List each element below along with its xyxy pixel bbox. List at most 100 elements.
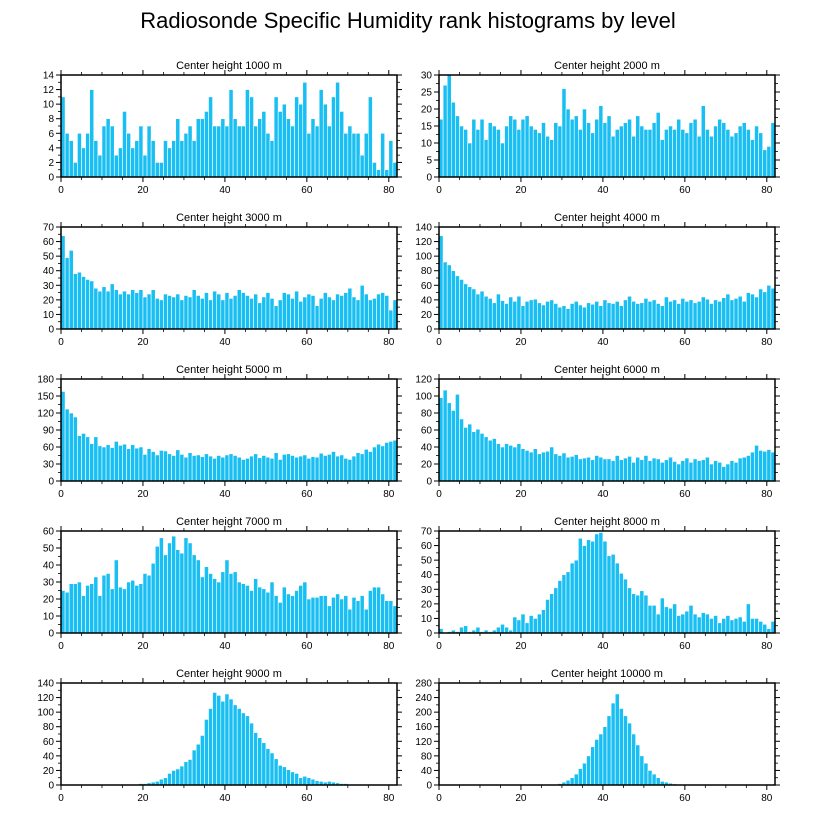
bar (351, 132, 357, 178)
bar (721, 297, 727, 330)
bar (281, 586, 287, 634)
x-tick-label: 60 (301, 793, 313, 804)
y-tick-label: 20 (421, 460, 433, 471)
y-tick-label: 6 (48, 129, 54, 140)
bar (249, 455, 254, 482)
bar (294, 590, 299, 634)
bar (159, 299, 164, 330)
bar (240, 125, 246, 178)
x-tick-label: 20 (137, 185, 149, 196)
bar (216, 695, 222, 786)
bar (187, 759, 193, 786)
x-tick-label: 80 (761, 489, 773, 500)
bar (380, 292, 386, 330)
bar (142, 573, 148, 634)
bar (351, 455, 357, 482)
bar (126, 581, 131, 634)
bar (187, 452, 193, 482)
x-tick-label: 20 (515, 641, 527, 652)
bar (77, 435, 82, 482)
y-tick-label: 40 (421, 443, 433, 454)
bar (672, 299, 677, 330)
y-tick-label: 5 (426, 156, 432, 167)
bar (171, 455, 177, 482)
bar (696, 460, 702, 482)
bar (737, 457, 743, 482)
bar (627, 587, 632, 634)
bar (384, 295, 390, 330)
bar (294, 773, 299, 786)
bar (93, 576, 99, 634)
bar (220, 118, 226, 178)
bar (113, 154, 119, 178)
x-tick-label: 0 (58, 185, 64, 196)
bar (175, 549, 181, 634)
bar (224, 292, 230, 330)
bar (294, 456, 299, 482)
bar (171, 296, 177, 330)
bar (339, 295, 345, 330)
bar (516, 619, 522, 634)
bar (273, 595, 279, 634)
bar (659, 461, 665, 482)
bar (504, 443, 509, 482)
bar (705, 298, 710, 330)
bar (680, 298, 686, 330)
bar (590, 746, 596, 786)
panel-title: Center height 10000 m (551, 668, 663, 680)
bar (733, 618, 739, 634)
bar (343, 458, 349, 482)
bar (191, 140, 197, 178)
y-tick-label: 0 (48, 325, 54, 336)
bar (142, 154, 148, 178)
bar (598, 532, 604, 634)
bar (269, 458, 275, 482)
y-tick-label: 80 (43, 722, 55, 733)
bar (191, 749, 197, 786)
bar (126, 448, 131, 482)
bar (561, 305, 567, 330)
bar (467, 142, 473, 178)
bar (93, 436, 99, 482)
bar (154, 162, 160, 178)
x-tick-label: 40 (219, 793, 231, 804)
bar (475, 626, 481, 634)
y-tick-label: 100 (415, 392, 432, 403)
bar (754, 618, 759, 634)
bar (537, 453, 542, 482)
bar (314, 305, 320, 330)
bar (614, 562, 620, 634)
bar (372, 586, 377, 634)
bar (692, 118, 698, 178)
bar (668, 301, 673, 330)
bar (614, 693, 620, 786)
bars (553, 693, 686, 786)
bar (327, 454, 332, 482)
bar (586, 456, 591, 482)
bar (236, 125, 242, 178)
bar (479, 433, 485, 482)
bar (565, 108, 571, 178)
bar (450, 101, 456, 178)
bar (355, 132, 361, 178)
bar (335, 455, 340, 482)
bar (635, 115, 641, 178)
bar (573, 559, 579, 634)
bar (709, 463, 714, 482)
bar (212, 458, 218, 482)
bar (105, 118, 111, 178)
bar (532, 448, 538, 482)
bar (167, 147, 172, 178)
bar (281, 292, 287, 330)
bar (200, 118, 205, 178)
bar (664, 296, 669, 330)
bar (586, 539, 591, 634)
bar (281, 103, 287, 178)
bar (68, 250, 74, 330)
bar (479, 118, 485, 178)
bar (623, 122, 628, 178)
bar (532, 298, 538, 330)
bar (606, 715, 612, 786)
bar (150, 451, 156, 482)
panel-title: Center height 1000 m (176, 60, 282, 72)
